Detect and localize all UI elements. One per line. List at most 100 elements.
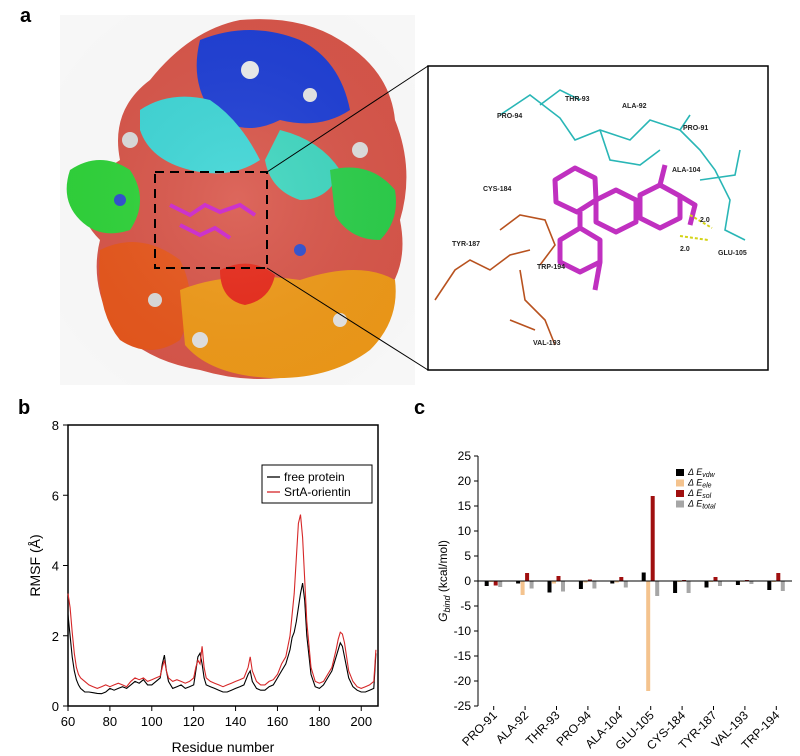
rmsf-series-free-protein (67, 582, 377, 695)
energy-bar-pro-94-total (592, 581, 597, 589)
label-pro-94: PRO-94 (497, 113, 522, 120)
energy-y-tick-label: -15 (454, 649, 472, 663)
rmsf-x-ticks: 60 80 100 120 140 160 180 200 (61, 706, 372, 729)
energy-bar-ala-92-vdw (516, 581, 521, 584)
energy-bar-trp-194-total (780, 581, 785, 591)
energy-bar-pro-94-vdw (578, 581, 583, 589)
energy-bar-ala-92-ele (520, 581, 525, 595)
rmsf-x-tick-label: 200 (350, 714, 372, 729)
energy-bar-ala-104-ele (614, 581, 619, 583)
energy-legend-swatch (676, 479, 684, 487)
energy-bar-tyr-187-vdw (704, 581, 709, 588)
energy-legend-swatch (676, 500, 684, 508)
energy-bar-pro-91-sol (493, 581, 498, 586)
energy-bar-ala-104-vdw (610, 581, 615, 584)
energy-bar-thr-93-ele (552, 581, 556, 584)
label-trp-194: TRP-194 (537, 264, 565, 271)
rmsf-legend-label: free protein (284, 470, 345, 484)
binding-site-box (154, 171, 268, 269)
label-hbond-2: 2.0 (680, 246, 690, 253)
rmsf-y-tick-label: 8 (52, 418, 59, 433)
energy-y-tick-label: 10 (458, 524, 472, 538)
energy-y-tick-label: 15 (458, 499, 472, 513)
energy-bar-tyr-187-sol (713, 577, 718, 581)
energy-bar-pro-94-ele (583, 581, 588, 583)
energy-legend-label: Δ Etotal (687, 499, 716, 511)
energy-bar-ala-92-sol (525, 573, 530, 581)
zoom-line-bottom (266, 267, 429, 371)
energy-bar-glu-105-vdw (641, 572, 646, 581)
energy-bar-val-193-vdw (735, 581, 740, 585)
label-thr-93: THR-93 (565, 96, 590, 103)
energy-bar-trp-194-sol (776, 573, 781, 581)
rmsf-x-tick-label: 180 (308, 714, 330, 729)
energy-bar-thr-93-sol (556, 576, 561, 581)
rmsf-y-tick-label: 2 (52, 629, 59, 644)
rmsf-x-tick-label: 140 (225, 714, 247, 729)
energy-bar-pro-91-total (498, 581, 503, 587)
energy-bar-ala-92-total (529, 581, 534, 589)
panel-letter-a: a (20, 5, 32, 27)
energy-bar-tyr-187-total (718, 581, 722, 586)
rmsf-x-tick-label: 160 (267, 714, 289, 729)
residue-sticks-orange (434, 214, 556, 346)
panel-letter-b: b (18, 397, 31, 419)
label-glu-105: GLU-105 (718, 250, 747, 257)
label-ala-92: ALA-92 (622, 103, 647, 110)
rmsf-y-axis-label: RMSF (Å) (27, 534, 43, 596)
ligand-sticks (552, 164, 698, 291)
rmsf-x-tick-label: 100 (141, 714, 163, 729)
panel-letter-c: c (414, 397, 426, 419)
rmsf-x-axis-label: Residue number (172, 739, 275, 755)
energy-y-ticks: -25 -20 -15 -10 -5 0 5 10 15 20 25 (454, 449, 478, 713)
energy-bar-pro-94-sol (587, 579, 592, 581)
energy-bar-val-193-total (749, 581, 754, 584)
rmsf-legend-label: SrtA-orientin (284, 485, 351, 499)
rmsf-y-tick-label: 0 (52, 699, 59, 714)
rmsf-series-lines (67, 514, 377, 695)
label-ala-104: ALA-104 (672, 167, 701, 174)
rmsf-legend-box (261, 464, 373, 504)
residue-sticks-cyan (499, 89, 746, 241)
energy-y-tick-label: -5 (460, 599, 471, 613)
energy-bar-thr-93-vdw (547, 581, 552, 593)
energy-bar-ala-104-sol (619, 577, 624, 581)
rmsf-x-tick-label: 60 (61, 714, 75, 729)
label-cys-184: CYS-184 (483, 186, 512, 193)
label-tyr-187: TYR-187 (452, 241, 480, 248)
energy-x-tick-label: PRO-91 (459, 708, 500, 749)
energy-y-tick-label: -20 (454, 674, 472, 688)
energy-y-tick-label: 20 (458, 474, 472, 488)
energy-bar-trp-194-vdw (767, 581, 772, 590)
energy-y-tick-label: -10 (454, 624, 472, 638)
rmsf-y-tick-label: 4 (52, 559, 59, 574)
energy-legend-swatch (676, 469, 684, 476)
rmsf-y-ticks: 0 2 4 6 8 (52, 418, 68, 714)
energy-legend-label: Δ Eele (687, 478, 712, 490)
energy-bar-glu-105-sol (650, 496, 655, 581)
rmsf-y-tick-label: 6 (52, 488, 59, 503)
energy-x-ticks: PRO-91ALA-92THR-93PRO-94ALA-104GLU-105CY… (459, 706, 783, 753)
energy-bar-cys-184-vdw (673, 581, 678, 593)
hydrogen-bonds (679, 214, 713, 241)
rmsf-series-srta-orientin (67, 514, 377, 689)
energy-legend-label: Δ Esol (687, 488, 712, 500)
label-pro-91: PRO-91 (683, 125, 708, 132)
label-val-193: VAL-193 (533, 340, 561, 347)
energy-bar-ala-104-total (623, 581, 628, 588)
energy-y-tick-label: 0 (464, 574, 471, 588)
label-hbond-1: 2.0 (700, 217, 710, 224)
energy-y-tick-label: 5 (464, 549, 471, 563)
energy-y-tick-label: -25 (454, 699, 472, 713)
energy-bar-glu-105-total (655, 581, 660, 596)
energy-legend-label: Δ Evdw (687, 467, 716, 479)
energy-bar-cys-184-total (686, 581, 691, 593)
rmsf-x-tick-label: 120 (183, 714, 205, 729)
energy-bar-pro-91-vdw (484, 581, 489, 586)
